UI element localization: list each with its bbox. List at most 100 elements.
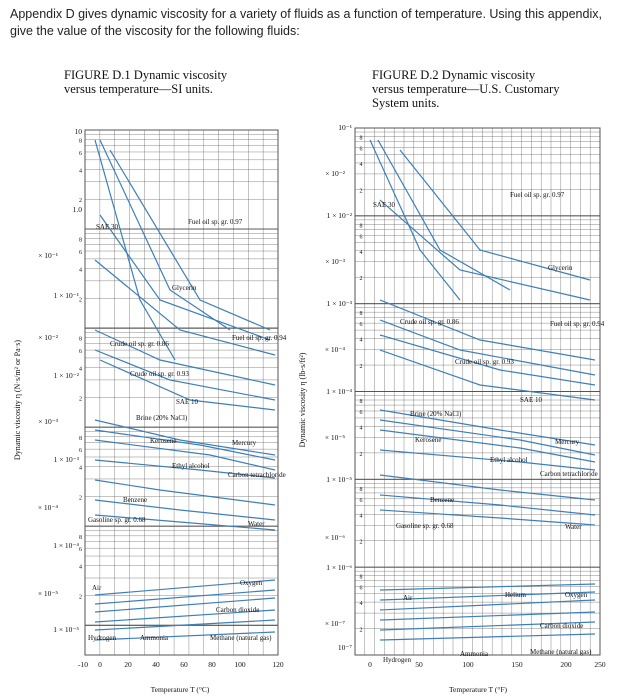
fig1-xtick-label: 60 [180,660,188,669]
fig2-xlabel: Temperature T (°F) [449,685,508,694]
fig1-label-ammonia: Ammonia [140,634,169,642]
fig1-minor-label: 6 [79,349,82,355]
fig1-minor-label: 4 [79,466,82,472]
fig1-minor-label: 2 [79,594,82,600]
fig2-label-helium: Helium [505,591,527,599]
fig2-minor-label: 6 [360,498,363,504]
fig2-curve [379,509,596,526]
fig2-label-sae10: SAE 10 [520,396,542,404]
fig1-minor-label: 2 [79,495,82,501]
fig1-curve [94,459,276,479]
intro-text: Appendix D gives dynamic viscosity for a… [10,7,602,38]
fig2-minor-label: 8 [360,399,363,405]
fig1-label-kerosene: Kerosene [150,437,176,445]
fig2-mid-label: × 10⁻⁶ [325,533,346,542]
fig1-decade-label: 1 × 10⁻² [54,371,80,380]
fig2-minor-label: 6 [360,234,363,240]
fig1-curve [94,139,176,361]
fig1-curve [94,349,276,401]
fig2-label-ethyl: Ethyl alcohol [490,456,528,464]
fig2-curve [379,621,596,631]
fig2-ylabel: Dynamic viscosity η (lb-s/ft²) [298,352,307,447]
fig1-curve [99,214,271,341]
fig2-curve [379,199,591,301]
fig2-label-benzene: Benzene [430,496,454,504]
fig1-minor-label: 8 [79,436,82,442]
fig2-minor-label: 4 [360,338,363,344]
fig1-minor-label: 4 [79,367,82,373]
fig2-label-hydrogen: Hydrogen [383,656,411,664]
fig1-label-methane: Methane (natural gas) [210,634,272,642]
fig1-label-sae10: SAE 10 [176,398,198,406]
fig2-xtick-label: 50 [415,660,423,669]
fig1-xtick-label: -10 [78,660,88,669]
fig1-curve [99,139,231,331]
fig2-label-carbon-tet: Carbon tetrachloride [540,470,598,478]
fig2-curve [379,319,596,376]
fig2-curve [379,599,596,611]
fig2-minor-label: 2 [360,628,363,634]
fig2-mid-label: × 10⁻⁷ [325,619,346,628]
fig1-mid-label: × 10⁻³ [38,417,59,426]
fig1-label-crude1: Crude oil sp. gr. 0.86 [110,340,169,348]
fig2-curve [379,633,596,641]
fig1-xtick-label: 100 [234,660,246,669]
fig1-xtick-label: 120 [272,660,284,669]
fig1-label-gasoline: Gasoline sp. gr. 0.68 [88,516,146,524]
fig2-curve [379,474,596,501]
fig1-minor-label: 4 [79,267,82,273]
fig1-minor-label: 6 [79,547,82,553]
fig2-minor-label: 2 [360,452,363,458]
fig2-xtick-label: 150 [511,660,523,669]
fig2-minor-label: 4 [360,250,363,256]
fig2-decade-label: 1 × 10⁻⁴ [326,387,352,396]
fig2-decade-label: 1 × 10⁻⁵ [326,475,352,484]
fig2-curve [379,349,596,401]
fig2-curve [379,611,596,621]
fig1-decade-label: 1 × 10⁻³ [54,455,80,464]
fig2-label-methane: Methane (natural gas) [530,648,592,656]
fig1-label-benzene: Benzene [123,496,147,504]
fig2-curve [379,409,596,446]
fig1-curve [94,589,276,605]
fig1-curve [99,359,276,411]
fig1-label-oxygen: Oxygen [240,579,263,587]
fig1-curve [94,619,276,631]
fig1-curve [94,579,276,596]
fig2-xtick-label: 100 [462,660,474,669]
fig2-minor-label: 6 [360,322,363,328]
fig2-minor-label: 8 [360,223,363,229]
fig1-minor-label: 8 [79,238,82,244]
fig2-label-sae30: SAE 30 [373,201,395,209]
fig2-minor-label: 2 [360,364,363,370]
figure2-title-line1: FIGURE D.2 Dynamic viscosity [372,68,536,82]
fig1-minor-label: 2 [79,297,82,303]
fig2-xtick-label: 250 [594,660,606,669]
fig1-top-label: 1.0 [73,205,83,214]
fig1-curve [94,514,276,531]
figure1-title-line1: FIGURE D.1 Dynamic viscosity [64,68,228,82]
fig2-label-air: Air [403,594,413,602]
fig2-curve [379,419,596,456]
fig2-minor-label: 8 [360,487,363,493]
fig1-label-carbon-tet: Carbon tetrachloride [228,471,286,479]
fig2-curve [369,139,461,301]
fig2-curve [379,583,596,591]
figure1-title: FIGURE D.1 Dynamic viscosity versus temp… [64,68,227,96]
fig1-minor-label: 4 [79,168,82,174]
fig2-minor-label: 8 [360,311,363,317]
fig1-curve [94,479,276,506]
fig2-curve [379,299,596,361]
fig1-label-air: Air [92,584,102,592]
fig1-curve [94,609,276,623]
fig2-label-gasoline: Gasoline sp. gr. 0.68 [396,522,454,530]
fig1-xtick-label: 80 [208,660,216,669]
fig1-minor-label: 8 [79,139,82,145]
fig1-ylabel: Dynamic viscosity η (N·s/m² or Pa·s) [13,340,22,460]
fig2-minor-label: 2 [360,276,363,282]
figure2-title: FIGURE D.2 Dynamic viscosity versus temp… [372,68,559,110]
fig2-label-kerosene: Kerosene [415,436,441,444]
fig1-minor-label: 6 [79,250,82,256]
fig1-xtick-label: 40 [152,660,160,669]
